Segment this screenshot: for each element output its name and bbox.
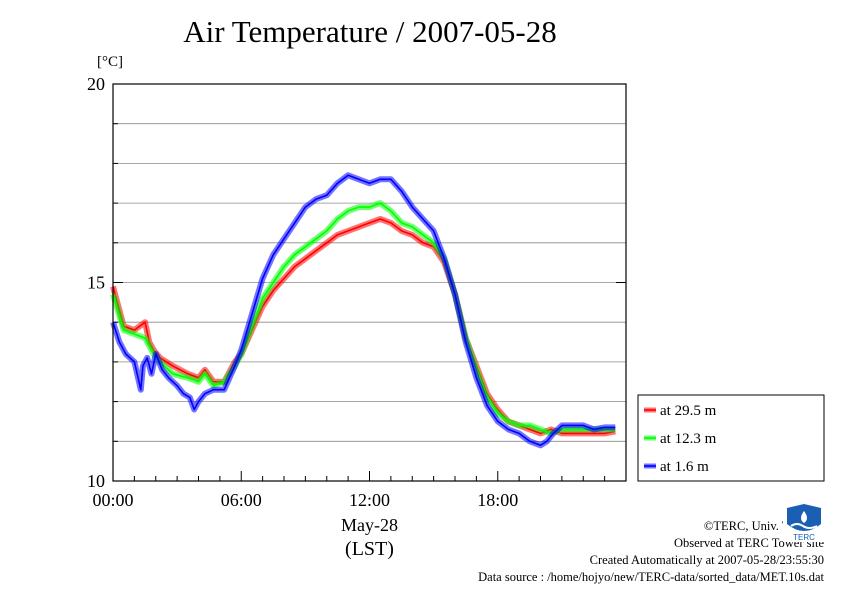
y-tick-label: 10	[87, 471, 105, 491]
y-unit-label: [°C]	[97, 54, 123, 70]
legend-box	[637, 394, 825, 482]
series-line	[112, 218, 616, 435]
series-line	[112, 202, 616, 435]
logo-lettering: TERC	[793, 533, 815, 542]
legend-label: at 1.6 m	[660, 459, 709, 475]
x-tick-label: 12:00	[349, 490, 390, 510]
x-tick-label: 06:00	[221, 490, 262, 510]
chart-title: Air Temperature / 2007-05-28	[183, 14, 557, 49]
created-text: Created Automatically at 2007-05-28/23:5…	[589, 553, 824, 567]
credits-block: ©TERC, Univ. Tsukuba Observed at TERC To…	[478, 518, 824, 586]
legend-label: at 29.5 m	[660, 403, 717, 419]
terc-logo: TERC	[783, 502, 825, 542]
y-tick-label: 20	[87, 74, 105, 94]
x-axis-label: (LST)	[345, 538, 394, 560]
series-line	[112, 174, 616, 447]
y-tick-label: 15	[87, 273, 105, 293]
x-date-label: May-28	[341, 515, 398, 535]
observed-text: Observed at TERC Tower site	[673, 536, 824, 550]
x-tick-label: 18:00	[477, 490, 518, 510]
copyright-text: ©TERC, Univ. Tsukuba	[703, 519, 824, 533]
x-tick-label: 00:00	[92, 490, 133, 510]
legend-label: at 12.3 m	[660, 431, 717, 447]
plot-frame	[112, 83, 627, 482]
source-text: Data source : /home/hojyo/new/TERC-data/…	[478, 570, 824, 584]
